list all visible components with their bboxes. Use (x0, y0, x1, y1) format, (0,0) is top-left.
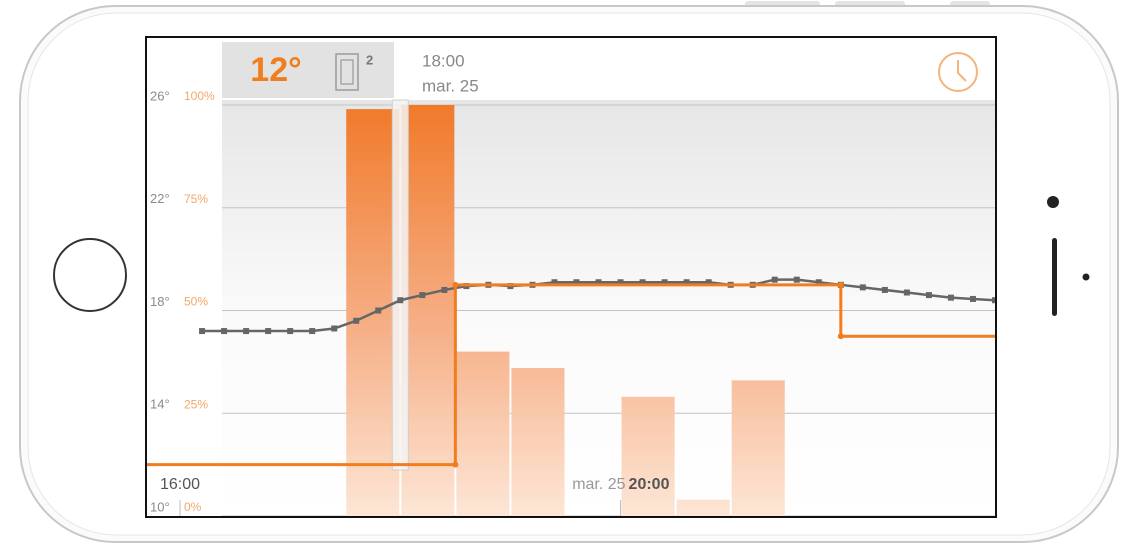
history-icon-hands (957, 60, 967, 82)
y2-tick-label: 75% (184, 192, 208, 206)
y-tick-label: 14° (150, 397, 170, 412)
y2-tick-label: 100% (184, 89, 215, 103)
temperature-point (243, 328, 250, 335)
history-icon[interactable] (938, 52, 978, 92)
temperature-point (683, 279, 690, 286)
y-tick-label: 26° (150, 88, 170, 103)
temperature-point (199, 328, 206, 335)
setpoint-line (147, 283, 995, 467)
setpoint-point (837, 333, 844, 340)
temperature-point (221, 328, 228, 335)
temperature-point (331, 325, 338, 332)
y-tick-label: 22° (150, 191, 170, 206)
chart (147, 99, 995, 516)
badge-bar (222, 42, 394, 98)
heating-bar (401, 105, 455, 516)
temperature-point (903, 289, 910, 296)
setpoint-badge[interactable]: 12° (250, 51, 301, 89)
header: 12° 2 18:00 mar. 25 (222, 42, 978, 98)
date-label: mar. 25 (572, 476, 625, 493)
x-tick-label: 20:00 (629, 476, 670, 493)
temperature-point (419, 292, 426, 299)
cursor (391, 99, 409, 471)
temperature-point (265, 328, 272, 335)
temperature-point (969, 295, 976, 302)
temperature-point (551, 279, 558, 286)
temperature-point (793, 276, 800, 283)
window-icon (340, 59, 354, 85)
y-tick-label: 10° (150, 499, 170, 514)
heating-bar (511, 368, 565, 516)
y2-tick-label: 0% (184, 500, 202, 514)
temperature-point (309, 328, 316, 335)
setpoint-point (837, 281, 844, 288)
temperature-point (397, 297, 404, 304)
window-icon (335, 53, 359, 91)
temperature-point (617, 279, 624, 286)
temperature-point (573, 279, 580, 286)
temperature-point (815, 279, 822, 286)
heating-bar (676, 499, 730, 516)
temperature-point (441, 286, 448, 293)
temperature-point (925, 292, 932, 299)
cursor-date: mar. 25 (422, 76, 479, 95)
speaker (1052, 238, 1057, 316)
y2-tick-label: 50% (184, 295, 208, 309)
home-button[interactable] (53, 238, 127, 312)
cursor-time: 18:00 (422, 51, 465, 70)
temperature-point (947, 294, 954, 301)
temperature-point (881, 286, 888, 293)
temperature-point (859, 284, 866, 291)
window-badge[interactable]: 2 (366, 52, 373, 67)
temperature-point (771, 276, 778, 283)
y-tick-label: 18° (150, 294, 170, 309)
temperature-point (353, 317, 360, 324)
heating-bar (456, 351, 510, 516)
camera (1047, 196, 1059, 208)
temperature-point (375, 307, 382, 314)
setpoint-point (452, 461, 459, 468)
plot-background (222, 100, 995, 516)
y2-tick-label: 25% (184, 397, 208, 411)
temperature-point (595, 279, 602, 286)
setpoint-point (452, 281, 459, 288)
heating-bar (731, 380, 785, 516)
heating-bar (621, 396, 675, 516)
x-tick-label: 16:00 (160, 476, 200, 493)
temperature-point (287, 328, 294, 335)
temperature-point (639, 279, 646, 286)
temperature-point (661, 279, 668, 286)
temperature-point (705, 279, 712, 286)
sensor (1082, 273, 1090, 281)
temperature-point (992, 297, 995, 304)
